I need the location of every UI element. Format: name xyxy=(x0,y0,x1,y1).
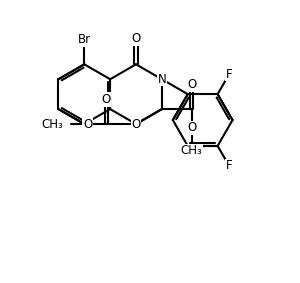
Text: Br: Br xyxy=(78,33,91,46)
Text: O: O xyxy=(187,78,196,91)
Text: F: F xyxy=(226,159,232,172)
Text: N: N xyxy=(158,73,166,86)
Text: O: O xyxy=(101,93,111,106)
Text: O: O xyxy=(83,117,92,130)
Text: CH₃: CH₃ xyxy=(181,144,203,157)
Text: F: F xyxy=(226,68,232,81)
Text: CH₃: CH₃ xyxy=(41,117,63,130)
Text: O: O xyxy=(187,121,196,134)
Text: O: O xyxy=(131,117,141,130)
Text: O: O xyxy=(131,33,141,46)
